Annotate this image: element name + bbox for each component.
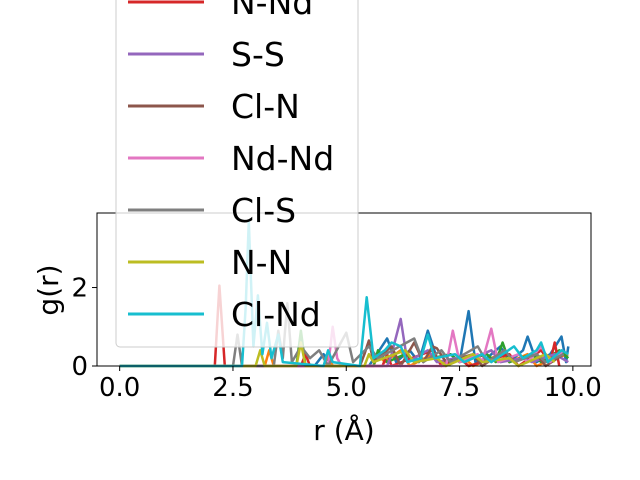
legend-label: Cl-N — [231, 87, 300, 126]
legend-label: Nd-Nd — [231, 139, 334, 178]
y-tick-label: 0 — [71, 352, 88, 382]
legend-label: Cl-Nd — [231, 295, 321, 334]
x-ticks: 0.0 2.5 5.0 7.5 10.0 — [99, 366, 602, 403]
y-tick-label: 2 — [71, 274, 88, 304]
x-axis-label: r (Å) — [313, 413, 374, 447]
x-tick-label: 5.0 — [326, 373, 367, 403]
x-tick-label: 7.5 — [439, 373, 480, 403]
legend-box — [115, 0, 359, 348]
legend-label: N-N — [231, 243, 292, 282]
legend-label: N-Nd — [231, 0, 313, 22]
x-tick-label: 0.0 — [99, 373, 140, 403]
x-tick-label: 10.0 — [544, 373, 602, 403]
y-axis-label: g(r) — [32, 264, 65, 315]
y-ticks: 02 — [71, 274, 97, 382]
x-tick-label: 2.5 — [212, 373, 253, 403]
legend-label: Cl-S — [231, 191, 296, 230]
legend: N-Nd S-S Cl-N Nd-Nd Cl-S N-N Cl-Nd — [115, 0, 359, 348]
legend-label: S-S — [231, 35, 285, 74]
